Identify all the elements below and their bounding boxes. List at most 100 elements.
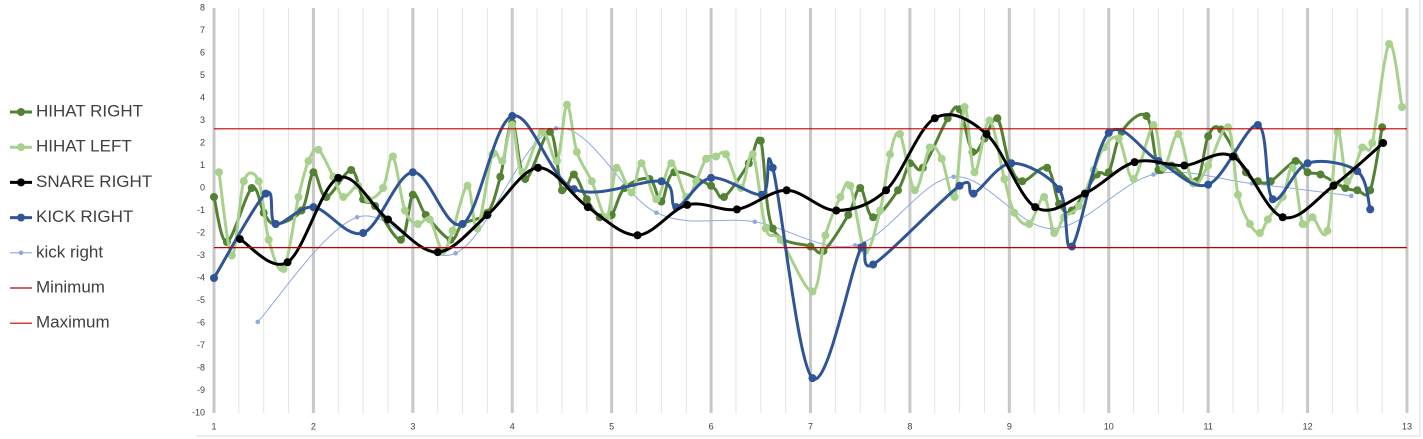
marker [821, 231, 830, 240]
marker [761, 224, 770, 233]
marker [1043, 163, 1052, 172]
marker [856, 184, 865, 192]
marker [756, 136, 765, 145]
marker [1341, 184, 1350, 192]
marker [408, 168, 417, 177]
legend-label: KICK RIGHT [36, 207, 133, 226]
x-tick-label: 5 [609, 421, 614, 431]
marker [294, 193, 303, 201]
marker [1398, 103, 1407, 111]
marker [707, 173, 716, 182]
legend-label: HIHAT LEFT [36, 137, 132, 156]
marker [1353, 186, 1362, 195]
marker [334, 173, 343, 182]
legend-label: kick right [36, 242, 103, 261]
series-line [239, 113, 1385, 266]
marker [1180, 161, 1189, 170]
marker [1149, 121, 1158, 129]
y-tick-label: 4 [200, 92, 205, 102]
marker [264, 235, 273, 244]
marker [960, 103, 969, 111]
marker [1074, 202, 1083, 210]
y-tick-label: -2 [197, 227, 205, 237]
x-tick-label: 1 [211, 421, 216, 431]
marker [969, 189, 978, 198]
marker [1366, 205, 1375, 214]
y-tick-label: -7 [197, 340, 205, 350]
marker [748, 150, 757, 159]
marker [1055, 185, 1064, 194]
marker [836, 193, 845, 201]
marker [552, 157, 561, 165]
legend-marker [17, 178, 25, 187]
marker [304, 157, 313, 165]
marker [893, 186, 902, 195]
marker [627, 188, 636, 197]
marker [1018, 177, 1027, 186]
marker [235, 235, 244, 244]
marker [400, 206, 409, 215]
marker [583, 203, 592, 212]
marker [1323, 226, 1332, 235]
marker [1151, 172, 1156, 177]
y-tick-label: 2 [200, 137, 205, 147]
y-tick-label: 7 [200, 25, 205, 35]
marker [782, 186, 791, 195]
marker [210, 274, 218, 282]
marker [463, 181, 472, 190]
marker [937, 154, 946, 163]
x-tick-label: 3 [410, 421, 415, 431]
marker [1010, 208, 1019, 217]
marker [1031, 203, 1040, 212]
y-tick-label: -5 [197, 295, 205, 305]
y-tick-label: 6 [200, 47, 205, 57]
marker [808, 287, 817, 296]
marker [869, 213, 878, 222]
marker [283, 258, 292, 267]
marker [569, 170, 578, 179]
marker [683, 200, 692, 209]
marker [453, 250, 458, 256]
marker [425, 215, 434, 224]
marker [1067, 242, 1076, 251]
marker [1263, 215, 1272, 224]
marker [895, 130, 904, 138]
marker [869, 260, 878, 269]
marker [732, 205, 741, 214]
marker [271, 220, 280, 228]
legend-label: Minimum [36, 277, 105, 296]
marker [496, 172, 505, 181]
x-tick-label: 6 [709, 421, 714, 431]
marker [832, 206, 841, 215]
marker [768, 224, 777, 233]
marker [1229, 152, 1238, 161]
marker [1291, 157, 1300, 165]
marker [702, 154, 711, 163]
marker [844, 211, 853, 219]
marker [1333, 127, 1342, 136]
marker [1278, 213, 1287, 222]
marker [930, 114, 939, 123]
marker [239, 177, 248, 186]
marker [1288, 163, 1297, 172]
marker [1329, 181, 1338, 190]
marker [546, 127, 555, 136]
marker [910, 186, 919, 195]
marker [534, 163, 543, 172]
x-tick-label: 8 [907, 421, 912, 431]
marker [1040, 193, 1049, 201]
marker [1000, 175, 1009, 183]
marker [1253, 121, 1262, 129]
legend-marker [17, 143, 25, 152]
marker [1343, 177, 1352, 186]
y-tick-label: -10 [192, 407, 205, 417]
marker [876, 206, 885, 215]
marker [247, 184, 256, 192]
marker [950, 193, 959, 201]
y-tick-label: 1 [200, 160, 205, 170]
marker [982, 130, 991, 138]
marker [985, 116, 994, 125]
legend-marker [17, 108, 25, 116]
legend-marker [18, 250, 24, 256]
